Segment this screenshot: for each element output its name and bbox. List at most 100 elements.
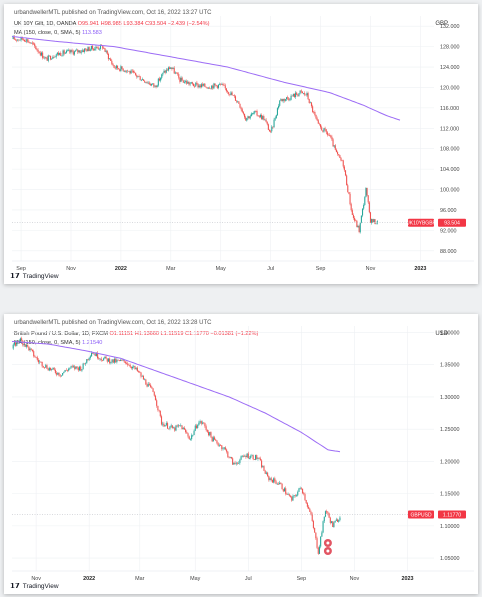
candle-body xyxy=(279,482,281,485)
candle-body xyxy=(75,366,77,369)
candle-body xyxy=(24,344,26,347)
y-tick-label: 1.20000 xyxy=(440,459,460,465)
x-tick-label: Nov xyxy=(366,266,376,272)
x-tick-label: Nov xyxy=(31,576,41,582)
candle-body xyxy=(169,426,171,429)
candle-body xyxy=(204,83,206,87)
candle-body xyxy=(13,342,15,345)
candle-body xyxy=(322,521,324,533)
candle-body xyxy=(85,48,87,50)
candle-body xyxy=(92,352,94,354)
candle-body xyxy=(16,340,18,346)
candle-body xyxy=(271,479,273,483)
candle-body xyxy=(106,50,108,54)
candle-body xyxy=(28,42,30,43)
candle-body xyxy=(310,511,312,515)
candle-body xyxy=(248,116,250,119)
candle-body xyxy=(21,338,23,341)
candle-body xyxy=(237,101,239,103)
candle-body xyxy=(135,367,137,369)
candle-body xyxy=(281,99,283,102)
candle-body xyxy=(78,50,80,53)
candle-body xyxy=(167,67,170,71)
candle-body xyxy=(27,39,29,43)
candle-body xyxy=(359,222,361,233)
price-chart-gilt[interactable]: 132.000 128.000 124.000 120.000 116.000 112.0… xyxy=(4,4,478,284)
candle-body xyxy=(376,221,378,224)
candle-body xyxy=(35,46,37,50)
candle-body xyxy=(143,79,145,81)
candle-body xyxy=(58,372,60,376)
candle-body xyxy=(161,74,163,79)
candle-body xyxy=(69,50,71,53)
ticker-tag xyxy=(408,510,434,519)
candle-body xyxy=(234,96,237,101)
candle-body xyxy=(31,349,34,352)
tradingview-logo-icon: 𝟭𝟳 xyxy=(10,583,20,590)
x-tick-label: 2023 xyxy=(401,576,413,582)
candle-body xyxy=(52,367,54,369)
candle-body xyxy=(222,448,224,450)
candle-body xyxy=(111,359,113,363)
candle-body xyxy=(124,70,126,72)
candle-body xyxy=(246,118,248,121)
candle-body xyxy=(286,493,288,495)
candle-body xyxy=(99,44,102,49)
candle-body xyxy=(203,422,205,424)
candle-body xyxy=(136,74,138,77)
candle-body xyxy=(122,68,124,72)
candle-body xyxy=(288,98,290,100)
candle-body xyxy=(367,195,369,203)
ticker-tag-label: UK10YBGBP xyxy=(406,221,436,227)
y-tick-label: 1.10000 xyxy=(440,524,460,530)
candle-body xyxy=(308,506,310,509)
candle-body xyxy=(44,367,46,368)
candle-body xyxy=(166,69,168,71)
candle-body xyxy=(170,67,172,69)
currency-label: GBP xyxy=(435,21,448,27)
candle-body xyxy=(71,50,73,52)
candle-body xyxy=(209,88,212,90)
candle-body xyxy=(117,359,119,361)
candle-body xyxy=(132,366,134,369)
candle-body xyxy=(195,82,197,87)
candle-body xyxy=(267,124,269,130)
candle-body xyxy=(339,517,341,521)
footer-brand: TradingView xyxy=(22,582,59,590)
candle-body xyxy=(298,488,300,492)
candle-body xyxy=(45,365,47,368)
candle-body xyxy=(253,459,255,460)
candle-body xyxy=(224,447,226,450)
candle-body xyxy=(30,42,32,44)
candle-body xyxy=(162,423,164,425)
candle-body xyxy=(224,85,226,89)
ma-value: 1.21540 xyxy=(82,340,103,346)
event-flag-icon xyxy=(323,539,332,555)
candle-body xyxy=(340,157,342,161)
candle-body xyxy=(220,445,222,446)
x-tick-label: Mar xyxy=(135,576,144,582)
candle-body xyxy=(281,483,283,490)
candle-body xyxy=(142,376,144,380)
candle-body xyxy=(116,65,119,69)
candle-body xyxy=(212,85,214,89)
candle-body xyxy=(219,84,221,85)
candle-body xyxy=(357,226,359,227)
candle-body xyxy=(195,425,198,429)
candle-body xyxy=(205,86,207,88)
candle-body xyxy=(266,121,268,125)
candle-body xyxy=(314,527,316,533)
candle-body xyxy=(156,400,158,406)
candle-body xyxy=(91,352,93,357)
candle-body xyxy=(239,103,241,108)
candle-body xyxy=(366,188,368,196)
candle-body xyxy=(171,67,173,69)
candle-body xyxy=(264,119,266,121)
candle-body xyxy=(304,494,306,500)
candle-body xyxy=(217,84,220,88)
candle-body xyxy=(189,439,191,440)
price-chart-gbpusd[interactable]: 1.40000 1.35000 1.30000 1.25000 1.20000 1.150… xyxy=(4,314,478,594)
candle-body xyxy=(199,421,201,423)
candle-body xyxy=(311,514,313,522)
candle-body xyxy=(170,425,172,427)
